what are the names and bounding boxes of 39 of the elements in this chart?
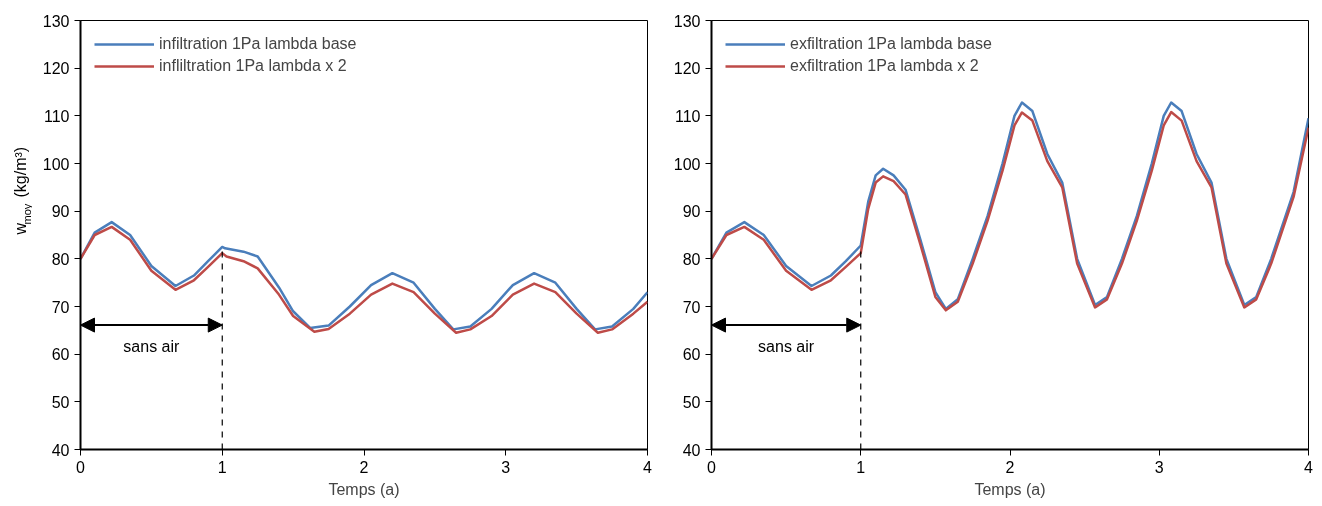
y-tick-label: 130 [42,12,70,30]
y-tick-label: 70 [51,298,70,316]
y-tick-label: 80 [682,250,701,268]
x-axis-title: Temps (a) [974,480,1046,498]
x-tick-label: 4 [643,458,653,476]
y-tick-label: 120 [42,60,70,78]
y-tick-label: 100 [673,155,701,173]
y-tick-label: 110 [674,107,701,125]
annotation: sans air [123,338,181,356]
x-tick-label: 4 [1304,458,1314,476]
y-tick-label: 60 [51,346,70,364]
y-tick-label: 100 [42,155,70,173]
x-tick-label: 1 [856,458,866,476]
x-axis-title: Temps (a) [328,480,400,498]
x-tick-label: 0 [707,458,717,476]
x-tick-label: 2 [1005,458,1015,476]
y-tick-label: 50 [682,393,701,411]
y-tick-label: 110 [43,107,70,125]
x-tick-label: 2 [359,458,369,476]
x-tick-label: 0 [76,458,86,476]
y-tick-label: 40 [682,441,701,459]
legend-label: infliltration 1Pa lambda x 2 [159,57,347,75]
legend-label: infiltration 1Pa lambda base [159,35,357,53]
y-tick-label: 40 [51,441,70,459]
x-tick-label: 3 [501,458,511,476]
y-tick-label: 130 [673,12,701,30]
y-tick-label: 90 [51,203,70,221]
x-tick-label: 3 [1154,458,1164,476]
y-tick-label: 80 [51,250,70,268]
legend-label: exfiltration 1Pa lambda x 2 [790,57,979,75]
legend-label: exfiltration 1Pa lambda base [790,35,992,53]
x-tick-label: 1 [217,458,227,476]
y-tick-label: 50 [51,393,70,411]
y-tick-label: 120 [673,60,701,78]
y-tick-label: 60 [682,346,701,364]
annotation: sans air [758,338,815,356]
y-tick-label: 70 [682,298,701,316]
y-tick-label: 90 [682,203,701,221]
y-axis-title: wmoy (kg/m³) [11,146,33,236]
